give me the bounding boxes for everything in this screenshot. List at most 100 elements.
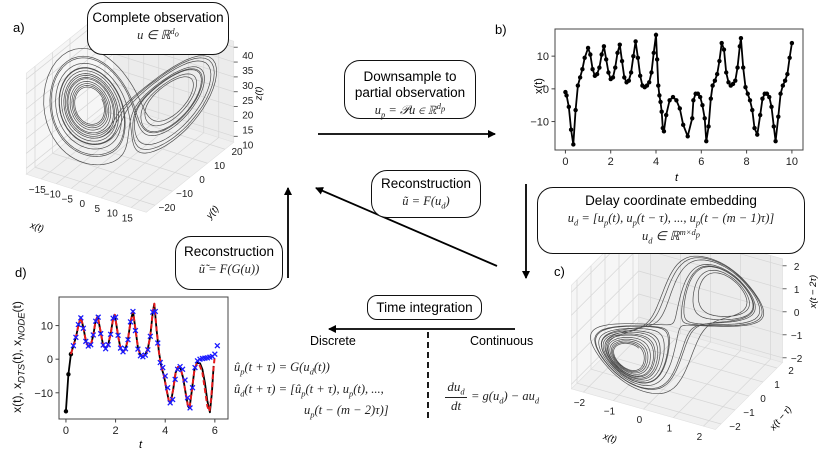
- data-point: [700, 102, 705, 108]
- data-point: [704, 138, 709, 144]
- data-point: [626, 78, 632, 83]
- data-point: [789, 40, 795, 46]
- x-tick-label: 4: [162, 425, 168, 437]
- complete-observation-title: Complete observation: [92, 10, 224, 25]
- data-point-x-marker: [164, 384, 171, 391]
- data-point-x-marker: [147, 333, 154, 340]
- data-point: [601, 44, 607, 49]
- data-point-x-marker: [189, 384, 196, 391]
- reconstruction-arrow: [315, 187, 498, 267]
- z-tick-label: 10: [242, 140, 254, 151]
- data-point-x-marker: [192, 364, 198, 371]
- downsample-title-line2: partial observation: [354, 85, 466, 100]
- data-point-x-marker: [70, 342, 77, 349]
- data-point: [780, 83, 786, 88]
- data-point: [677, 106, 682, 111]
- data-point: [771, 124, 776, 129]
- x-tick-label: −10: [44, 190, 61, 201]
- panel-label-d: d): [15, 265, 27, 280]
- plot-d-xlabel: t: [139, 439, 143, 451]
- plot-b-xlabel: t: [675, 172, 679, 184]
- y-tick-label: −10: [530, 117, 549, 129]
- y-tick-label: −2: [729, 422, 741, 433]
- delay-embedding-title: Delay coordinate embedding: [585, 193, 757, 208]
- data-point: [599, 52, 604, 57]
- data-point: [741, 65, 746, 70]
- data-point: [582, 55, 587, 60]
- data-point: [657, 93, 662, 98]
- plot-c-zlabel: x(t − 2τ): [808, 274, 820, 309]
- data-point-x-marker: [100, 342, 107, 348]
- data-point: [778, 91, 783, 96]
- data-point-x-marker: [152, 308, 159, 315]
- attractor-trajectory: [43, 47, 217, 166]
- x-tick-label: 0: [562, 156, 568, 168]
- data-point: [649, 70, 654, 75]
- data-point: [755, 132, 760, 137]
- data-point-x-marker: [214, 342, 221, 349]
- data-point: [685, 134, 690, 139]
- data-point: [752, 125, 757, 131]
- data-point-x-marker: [97, 330, 104, 337]
- z-tick-label: 15: [242, 125, 254, 136]
- y-tick-label: 10: [537, 51, 549, 63]
- z-tick-label: −1: [791, 331, 803, 342]
- x-tick-label: 10: [107, 209, 119, 220]
- reconstruction-mid-title: Reconstruction: [380, 176, 472, 191]
- y-tick-label: 20: [231, 147, 243, 158]
- data-point: [658, 99, 663, 105]
- data-point: [588, 52, 593, 57]
- data-point-x-marker: [187, 405, 193, 411]
- continuous-eq-numerator: dud: [447, 379, 465, 397]
- grid-line: [590, 368, 736, 411]
- data-point-x-marker: [105, 341, 111, 348]
- grid-line: [113, 68, 234, 107]
- data-point: [647, 80, 652, 85]
- plot-a-zlabel: z(t): [253, 86, 265, 101]
- data-point: [750, 107, 755, 113]
- data-point: [63, 409, 69, 414]
- x-tick-label: 4: [653, 156, 659, 168]
- data-point: [610, 75, 616, 80]
- data-point-x-marker: [144, 346, 151, 353]
- x-tick-label: 6: [698, 156, 704, 168]
- continuous-eq-rhs: = g(ud) − aud: [471, 389, 540, 406]
- x-tick-label: −5: [62, 194, 74, 205]
- grid-line: [113, 83, 234, 122]
- grid-line: [87, 124, 208, 164]
- data-point: [712, 78, 718, 83]
- data-point-x-marker: [107, 331, 114, 338]
- data-point-x-marker: [127, 319, 134, 325]
- z-tick-label: 25: [242, 96, 254, 107]
- data-point: [724, 70, 729, 75]
- x-tick-label: 0: [637, 415, 643, 426]
- data-point-x-marker: [82, 338, 89, 345]
- data-point: [702, 116, 707, 121]
- data-point: [747, 98, 753, 103]
- grid-line: [69, 138, 191, 178]
- data-point: [585, 45, 591, 51]
- y-tick-label: −10: [176, 189, 193, 200]
- data-point: [619, 58, 625, 64]
- series-line: [564, 34, 793, 146]
- data-point-x-marker: [169, 396, 176, 403]
- data-point: [654, 57, 660, 62]
- data-point-x-marker: [132, 327, 139, 334]
- data-point: [633, 39, 638, 44]
- x-tick-label: 2: [608, 156, 614, 168]
- data-point-x-marker: [184, 394, 191, 401]
- grid-line: [571, 247, 639, 316]
- x-tick-label: 8: [744, 156, 750, 168]
- data-point: [745, 91, 750, 96]
- data-point: [577, 75, 583, 80]
- data-point: [764, 91, 770, 96]
- plot-frame: [554, 28, 804, 151]
- data-point: [613, 65, 618, 70]
- complete-observation-equation: u ∈ ℝdo: [137, 25, 179, 42]
- data-point-x-marker: [102, 345, 109, 352]
- panel-label-b: b): [495, 22, 507, 37]
- x-tick-label: 6: [212, 425, 218, 437]
- y-tick-label: 10: [41, 321, 53, 333]
- data-point: [697, 94, 703, 100]
